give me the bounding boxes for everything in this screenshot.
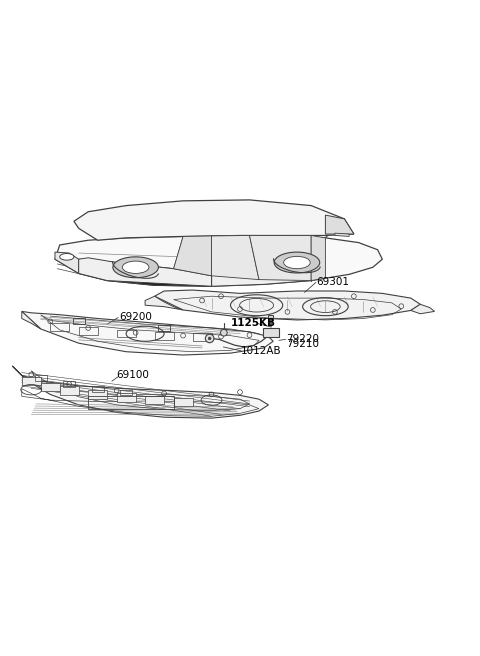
Bar	[35, 375, 47, 381]
Polygon shape	[55, 252, 79, 274]
Ellipse shape	[284, 256, 310, 269]
Text: 69301: 69301	[316, 277, 349, 287]
Bar	[88, 390, 107, 399]
Polygon shape	[311, 236, 325, 281]
Bar	[22, 377, 41, 386]
Polygon shape	[212, 236, 259, 279]
Polygon shape	[12, 366, 268, 418]
Bar	[268, 315, 273, 318]
Bar	[88, 396, 174, 409]
Bar	[158, 325, 170, 331]
Bar	[145, 396, 164, 404]
Ellipse shape	[113, 257, 158, 277]
Bar	[120, 390, 132, 396]
Bar	[192, 333, 212, 341]
Text: 1012AB: 1012AB	[241, 346, 282, 356]
Polygon shape	[79, 259, 212, 286]
Bar	[155, 333, 174, 340]
Ellipse shape	[122, 261, 149, 274]
Ellipse shape	[274, 252, 320, 273]
Polygon shape	[22, 312, 41, 329]
Circle shape	[205, 334, 214, 342]
Polygon shape	[145, 297, 183, 310]
Text: 79210: 79210	[286, 339, 319, 349]
Circle shape	[220, 329, 227, 336]
Polygon shape	[22, 312, 273, 355]
Text: 69200: 69200	[119, 312, 152, 321]
Bar	[60, 386, 79, 395]
Polygon shape	[335, 233, 349, 236]
Bar	[73, 318, 84, 323]
Polygon shape	[79, 258, 212, 286]
Bar	[92, 386, 104, 392]
Polygon shape	[155, 290, 420, 320]
Text: 1125KB: 1125KB	[230, 318, 276, 328]
Polygon shape	[325, 215, 354, 234]
Polygon shape	[174, 236, 212, 276]
Text: 79220: 79220	[286, 335, 319, 344]
Polygon shape	[55, 236, 383, 286]
Bar	[63, 381, 75, 387]
Polygon shape	[74, 200, 354, 240]
Bar	[41, 382, 60, 391]
Polygon shape	[411, 304, 434, 314]
Bar	[50, 323, 69, 331]
Bar	[117, 330, 136, 337]
Ellipse shape	[60, 253, 74, 260]
Bar	[263, 328, 279, 337]
Polygon shape	[212, 236, 325, 286]
Polygon shape	[250, 236, 311, 281]
Bar	[117, 393, 136, 401]
Bar	[174, 398, 192, 406]
Bar	[79, 327, 97, 335]
Text: 69100: 69100	[117, 371, 149, 380]
Circle shape	[208, 337, 211, 340]
